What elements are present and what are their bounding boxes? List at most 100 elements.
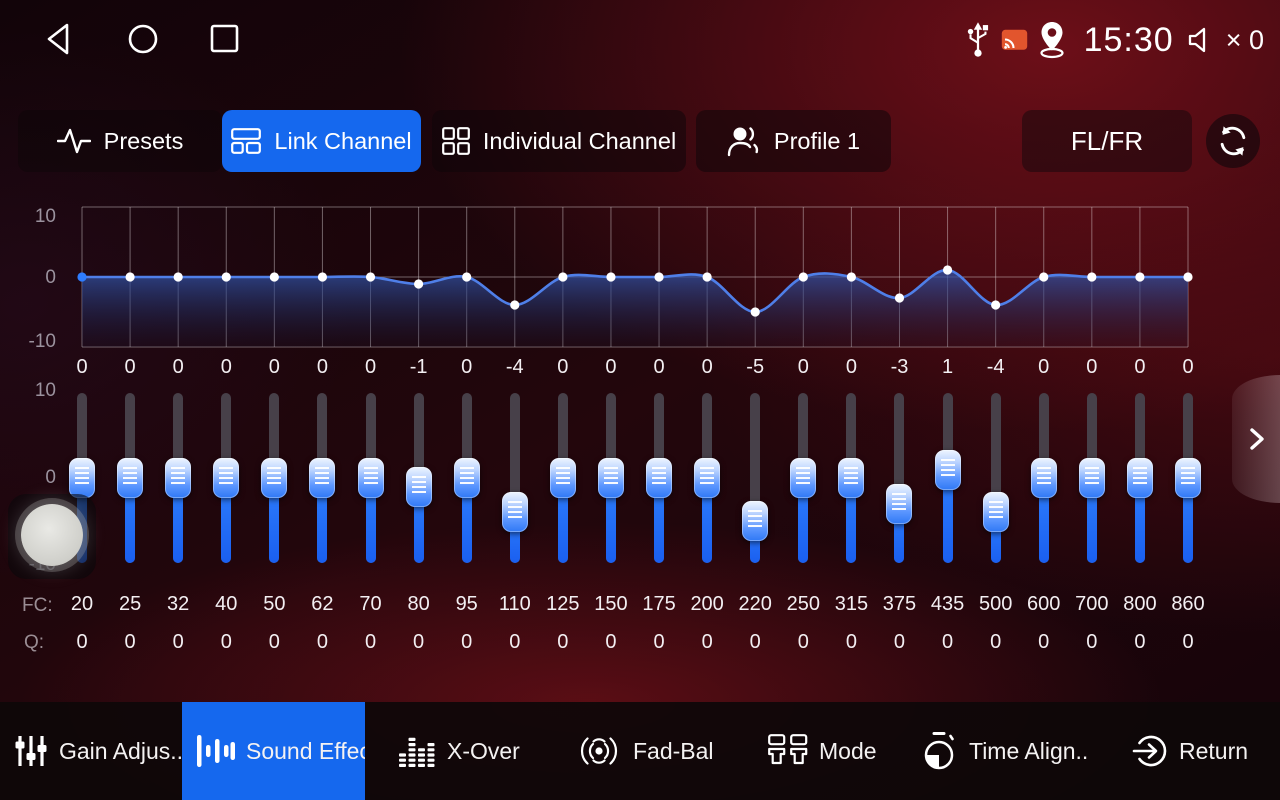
slider-fill bbox=[750, 520, 761, 563]
eq-curve-graph[interactable] bbox=[0, 190, 1280, 356]
nav-item-gain[interactable]: Gain Adjus.. bbox=[14, 702, 183, 800]
slider-thumb[interactable] bbox=[261, 458, 288, 498]
eq-point-dot[interactable] bbox=[702, 272, 712, 282]
eq-point-dot[interactable] bbox=[1039, 272, 1049, 282]
nav-item-return[interactable]: Return bbox=[1132, 702, 1248, 800]
eq-point-dot[interactable] bbox=[510, 300, 520, 310]
eq-point-dot[interactable] bbox=[1135, 272, 1145, 282]
q-value: 0 bbox=[124, 631, 136, 653]
home-button[interactable] bbox=[126, 21, 160, 57]
slider-thumb[interactable] bbox=[501, 492, 528, 532]
nav-item-sound-effect[interactable]: Sound Effect bbox=[182, 702, 365, 800]
q-value: 0 bbox=[509, 631, 521, 653]
slider-thumb[interactable] bbox=[1078, 458, 1105, 498]
slider-track[interactable] bbox=[750, 393, 761, 563]
eq-gain-value: 0 bbox=[701, 356, 713, 378]
slider-track[interactable] bbox=[990, 393, 1001, 563]
slider-thumb[interactable] bbox=[165, 458, 192, 498]
volume-knob-overlay[interactable] bbox=[8, 494, 96, 579]
q-value: 0 bbox=[1086, 631, 1098, 653]
eq-point-dot[interactable] bbox=[991, 300, 1001, 310]
slider-thumb[interactable] bbox=[982, 492, 1009, 532]
eq-point-dot[interactable] bbox=[125, 272, 135, 282]
slider-thumb[interactable] bbox=[117, 458, 144, 498]
slider-fill bbox=[894, 503, 905, 563]
slider-thumb[interactable] bbox=[694, 458, 721, 498]
tab-label: Individual Channel bbox=[482, 127, 677, 154]
nav-item-time-align[interactable]: Time Align.. bbox=[922, 702, 1088, 800]
fc-value: 110 bbox=[498, 593, 531, 615]
eq-point-dot[interactable] bbox=[798, 272, 808, 282]
eq-point-dot[interactable] bbox=[558, 272, 568, 282]
nav-item-x-over[interactable]: X-Over bbox=[398, 702, 520, 800]
eq-gain-value: 0 bbox=[172, 356, 184, 378]
q-value: 0 bbox=[76, 631, 88, 653]
eq-point-dot[interactable] bbox=[462, 272, 472, 282]
reset-button[interactable] bbox=[1206, 114, 1260, 168]
q-value: 0 bbox=[1182, 631, 1194, 653]
channel-select-button[interactable]: FL/FR bbox=[1022, 110, 1192, 172]
tab-link-channel[interactable]: Link Channel bbox=[222, 110, 421, 172]
eq-gain-value: -1 bbox=[409, 356, 428, 378]
slider-thumb-grip bbox=[123, 467, 138, 484]
q-value: 0 bbox=[1134, 631, 1146, 653]
slider-thumb[interactable] bbox=[646, 458, 673, 498]
eq-point-dot[interactable] bbox=[846, 272, 856, 282]
eq-gain-value: 0 bbox=[124, 356, 136, 378]
slider-track[interactable] bbox=[894, 393, 905, 563]
slider-fill bbox=[269, 478, 280, 563]
slider-thumb[interactable] bbox=[453, 458, 480, 498]
fc-row-label: FC: bbox=[22, 595, 53, 616]
tab-profile[interactable]: Profile 1 bbox=[696, 110, 891, 172]
eq-point-dot[interactable] bbox=[221, 272, 231, 282]
eq-point-dot[interactable] bbox=[173, 272, 183, 282]
slider-thumb[interactable] bbox=[1126, 458, 1153, 498]
fc-value: 62 bbox=[311, 593, 334, 615]
return-icon bbox=[1132, 733, 1168, 769]
slider-thumb[interactable] bbox=[405, 466, 432, 507]
volume-knob[interactable] bbox=[21, 504, 83, 566]
slider-thumb[interactable] bbox=[309, 458, 336, 498]
eq-point-dot[interactable] bbox=[942, 265, 953, 275]
slider-thumb[interactable] bbox=[790, 458, 817, 498]
slider-thumb[interactable] bbox=[69, 458, 95, 498]
nav-item-fad-bal[interactable]: Fad-Bal bbox=[576, 702, 714, 800]
nav-item-mode[interactable]: Mode bbox=[768, 702, 877, 800]
link-layout-icon bbox=[231, 128, 262, 154]
eq-point-dot[interactable] bbox=[365, 272, 376, 282]
eq-point-dot[interactable] bbox=[77, 272, 87, 282]
eq-point-dot[interactable] bbox=[317, 272, 328, 282]
slider-track[interactable] bbox=[509, 393, 520, 563]
eq-point-dot[interactable] bbox=[894, 293, 905, 303]
next-page-button[interactable] bbox=[1232, 375, 1280, 503]
slider-thumb[interactable] bbox=[934, 449, 961, 490]
tab-individual-channel[interactable]: Individual Channel bbox=[432, 110, 686, 172]
eq-point-dot[interactable] bbox=[1087, 272, 1097, 282]
q-value: 0 bbox=[893, 631, 906, 653]
bottom-nav-bar: Gain Adjus.. Sound Effect X-Over bbox=[0, 702, 1280, 800]
slider-thumb[interactable] bbox=[886, 483, 913, 524]
slider-thumb[interactable] bbox=[1030, 458, 1057, 498]
back-button[interactable] bbox=[42, 21, 76, 57]
eq-point-dot[interactable] bbox=[654, 272, 664, 282]
slider-thumb[interactable] bbox=[357, 458, 384, 498]
slider-thumb-grip bbox=[844, 467, 859, 484]
eq-point-dot[interactable] bbox=[750, 307, 760, 317]
slider-thumb-grip bbox=[940, 458, 955, 476]
eq-point-dot[interactable] bbox=[269, 272, 279, 282]
slider-thumb[interactable] bbox=[742, 500, 769, 541]
eq-point-dot[interactable] bbox=[414, 279, 424, 289]
eq-point-dot[interactable] bbox=[606, 272, 616, 282]
tab-presets[interactable]: Presets bbox=[18, 110, 222, 172]
slider-thumb[interactable] bbox=[549, 458, 576, 498]
eq-point-dot[interactable] bbox=[1183, 272, 1193, 282]
slider-thumb[interactable] bbox=[838, 458, 865, 498]
recents-button[interactable] bbox=[207, 21, 241, 57]
slider-thumb[interactable] bbox=[597, 458, 624, 498]
slider-thumb[interactable] bbox=[1175, 458, 1201, 498]
eq-gain-value: 0 bbox=[364, 356, 377, 378]
slider-thumb[interactable] bbox=[213, 458, 240, 498]
tab-label: Presets bbox=[103, 127, 184, 154]
slider-thumb-grip bbox=[459, 467, 474, 484]
volume-level: × 0 bbox=[1225, 24, 1264, 55]
